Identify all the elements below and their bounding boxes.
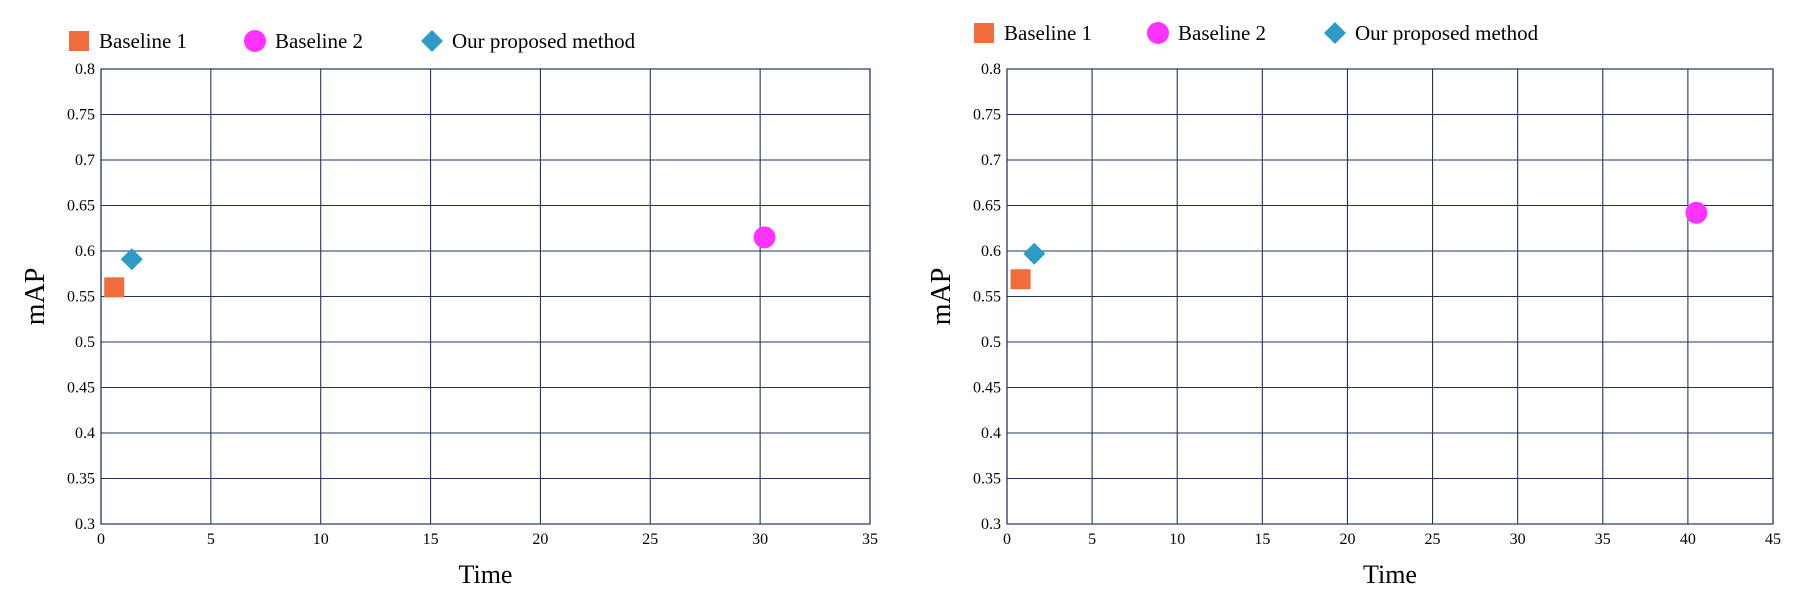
- legend-marker-diamond: [421, 30, 443, 52]
- x-tick-label: 25: [642, 531, 658, 548]
- y-tick-label: 0.55: [67, 289, 95, 306]
- legend-marker-circle: [1147, 22, 1169, 44]
- chart-2: 0.3 0.35 0.4 0.45 0.5 0.55 0.6 0.65 0.7 0.75 0.8 0 5…: [926, 21, 1781, 589]
- y-tick-label: 0.3: [981, 516, 1001, 533]
- x-tick-label: 45: [1765, 531, 1781, 548]
- legend-label: Baseline 2: [275, 29, 363, 53]
- x-tick-label: 0: [97, 531, 105, 548]
- y-tick-label: 0.6: [75, 243, 95, 260]
- y-tick-label: 0.65: [973, 198, 1001, 215]
- legend: Baseline 1 Baseline 2 Our proposed method: [69, 29, 636, 53]
- y-tick-label: 0.4: [75, 425, 95, 442]
- x-tick-label: 30: [752, 531, 768, 548]
- y-tick-label: 0.75: [67, 107, 95, 124]
- y-tick-label: 0.35: [973, 471, 1001, 488]
- y-tick-label: 0.45: [67, 380, 95, 397]
- y-tick-label: 0.45: [973, 380, 1001, 397]
- chart-1: 0.3 0.35 0.4 0.45 0.5 0.55 0.6 0.65 0.7 0.75 0.8 0 5…: [20, 29, 878, 589]
- y-tick-label: 0.8: [981, 61, 1001, 78]
- data-point-circle: [753, 226, 776, 249]
- y-tick-label: 0.75: [973, 107, 1001, 124]
- x-tick-label: 10: [1169, 531, 1185, 548]
- y-tick-label: 0.4: [981, 425, 1001, 442]
- x-axis-title: Time: [1363, 560, 1417, 589]
- y-tick-label: 0.7: [981, 152, 1001, 169]
- x-tick-label: 15: [1254, 531, 1270, 548]
- legend-label: Baseline 1: [99, 29, 187, 53]
- legend-label: Our proposed method: [452, 29, 636, 53]
- y-tick-label: 0.5: [75, 334, 95, 351]
- y-tick-label: 0.8: [75, 61, 95, 78]
- x-tick-label: 5: [1088, 531, 1096, 548]
- y-tick-label: 0.65: [67, 198, 95, 215]
- x-tick-label: 15: [423, 531, 439, 548]
- data-point-circle: [1685, 201, 1708, 224]
- legend-label: Baseline 2: [1178, 21, 1266, 45]
- y-tick-label: 0.55: [973, 289, 1001, 306]
- x-tick-label: 0: [1003, 531, 1011, 548]
- legend: Baseline 1 Baseline 2 Our proposed method: [974, 21, 1539, 45]
- y-tick-label: 0.35: [67, 471, 95, 488]
- x-tick-label: 30: [1510, 531, 1526, 548]
- legend-label: Our proposed method: [1355, 21, 1539, 45]
- y-tick-label: 0.7: [75, 152, 95, 169]
- x-tick-label: 10: [313, 531, 329, 548]
- x-tick-label: 20: [1339, 531, 1355, 548]
- legend-marker-diamond: [1324, 22, 1346, 44]
- legend-label: Baseline 1: [1004, 21, 1092, 45]
- x-tick-label: 5: [207, 531, 215, 548]
- legend-marker-square: [69, 31, 89, 51]
- data-point-square: [1010, 269, 1031, 290]
- y-tick-label: 0.3: [75, 516, 95, 533]
- x-tick-label: 40: [1680, 531, 1696, 548]
- y-axis-title: mAP: [926, 268, 957, 326]
- x-tick-label: 25: [1425, 531, 1441, 548]
- legend-marker-square: [974, 23, 994, 43]
- data-point-diamond: [1023, 242, 1046, 265]
- x-tick-label: 20: [532, 531, 548, 548]
- y-axis-title: mAP: [20, 268, 51, 326]
- x-tick-label: 35: [862, 531, 878, 548]
- data-point-diamond: [120, 248, 143, 271]
- y-tick-label: 0.5: [981, 334, 1001, 351]
- x-axis-title: Time: [459, 560, 513, 589]
- x-tick-label: 35: [1595, 531, 1611, 548]
- data-point-square: [104, 277, 125, 298]
- y-tick-label: 0.6: [981, 243, 1001, 260]
- legend-marker-circle: [244, 30, 266, 52]
